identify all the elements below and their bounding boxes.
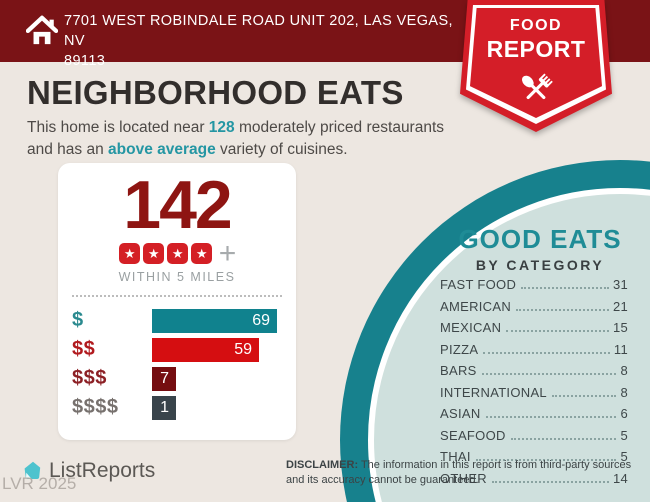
ribbon-content: FOOD REPORT xyxy=(460,0,612,132)
rating-stars: ★ ★ ★ ★ xyxy=(118,243,214,265)
dotted-leader xyxy=(485,416,617,418)
desc-highlight-variety: above average xyxy=(108,141,216,158)
star-icon: ★ xyxy=(167,243,189,265)
bar-track: 7 xyxy=(152,366,282,391)
desc-highlight-count: 128 xyxy=(208,119,235,136)
listreports-house-icon xyxy=(24,461,41,479)
price-tier-label: $$$$ xyxy=(72,396,119,419)
category-value: 31 xyxy=(612,277,628,292)
crossed-utensils-icon xyxy=(522,73,553,100)
dotted-leader xyxy=(481,373,617,375)
category-row: AMERICAN 21 xyxy=(440,299,628,314)
good-eats-subtitle: BY CATEGORY xyxy=(475,257,605,273)
category-label: ASIAN xyxy=(440,406,481,421)
category-label: THAI xyxy=(440,449,471,464)
good-eats-title: GOOD EATS xyxy=(458,224,622,254)
dotted-leader xyxy=(483,351,610,354)
food-report-badge: FOOD REPORT xyxy=(460,0,612,132)
category-value: 8 xyxy=(620,363,628,378)
page-description: This home is located near 128 moderately… xyxy=(27,117,459,161)
star-icon: ★ xyxy=(143,243,165,265)
ribbon-title-food: FOOD xyxy=(509,17,563,34)
good-eats-heading: GOOD EATS BY CATEGORY xyxy=(428,224,650,273)
category-row: PIZZA 11 xyxy=(440,342,628,357)
bar: 69 xyxy=(152,308,277,333)
price-bar-chart: $69 $$ 59 $$$ 7 $$$$ 1 xyxy=(58,308,296,420)
dotted-divider xyxy=(72,294,282,297)
bar-value: 1 xyxy=(160,398,169,416)
category-label: SEAFOOD xyxy=(440,427,506,443)
bar-value: 69 xyxy=(252,311,270,329)
star-icon: ★ xyxy=(191,243,213,265)
category-row: ASIAN 6 xyxy=(440,406,628,421)
category-value: 5 xyxy=(620,427,628,443)
watermark: LVR 2025 xyxy=(2,474,77,493)
category-row: MEXICAN 15 xyxy=(440,320,628,335)
bar: 7 xyxy=(152,366,176,391)
bar-track: 1 xyxy=(152,395,282,420)
category-value: 21 xyxy=(612,298,628,314)
bar: 59 xyxy=(152,337,259,362)
dotted-leader xyxy=(475,459,617,461)
price-tier-label: $$ xyxy=(72,338,96,361)
category-label: MEXICAN xyxy=(440,320,502,335)
price-bar-row: $$$$ 1 xyxy=(72,395,282,420)
category-value: 11 xyxy=(613,341,628,357)
dotted-leader xyxy=(510,437,617,440)
category-label: PIZZA xyxy=(440,341,479,357)
price-tier-label: $$$ xyxy=(72,367,107,390)
category-value: 14 xyxy=(612,470,628,486)
category-label: BARS xyxy=(440,363,477,378)
dotted-leader xyxy=(506,330,609,332)
bar-value: 59 xyxy=(234,340,252,358)
category-label: FAST FOOD xyxy=(440,277,517,292)
listreports-logo: ListReports xyxy=(20,459,155,483)
bar: 1 xyxy=(152,395,176,420)
bar-track: 69 xyxy=(152,308,282,333)
bar-value: 7 xyxy=(160,369,169,387)
category-label: OTHER xyxy=(440,470,487,486)
disclaimer-label: DISCLAIMER: xyxy=(286,459,359,471)
category-value: 6 xyxy=(620,406,628,421)
price-tier-label: $ xyxy=(72,309,84,332)
category-row: INTERNATIONAL 8 xyxy=(440,385,628,400)
category-row: BARS 8 xyxy=(440,363,628,378)
desc-part3: variety of cuisines. xyxy=(215,141,348,158)
category-value: 8 xyxy=(620,384,628,400)
dotted-leader xyxy=(521,287,609,289)
house-icon xyxy=(26,15,58,45)
price-bar-row: $69 xyxy=(72,308,282,333)
disclaimer-text: The information in this report is from t… xyxy=(286,459,632,486)
radius-label: WITHIN 5 MILES xyxy=(118,269,236,284)
category-row: OTHER 14 xyxy=(440,471,628,486)
price-bar-row: $$ 59 xyxy=(72,337,282,362)
dotted-leader xyxy=(516,308,609,311)
category-row: THAI 5 xyxy=(440,449,628,464)
disclaimer: DISCLAIMER: The information in this repo… xyxy=(286,458,650,487)
good-eats-circle: GOOD EATS BY CATEGORY FAST FOOD 31 AMERICA… xyxy=(340,160,650,502)
property-address: 7701 WEST ROBINDALE ROAD UNIT 202, LAS V… xyxy=(64,13,453,69)
desc-part2: moderately priced restaurants and has an xyxy=(27,119,445,158)
ribbon-title-report: REPORT xyxy=(486,36,586,62)
category-list: FAST FOOD 31 AMERICAN 21 MEXICAN 15 PIZZA 11 BAR… xyxy=(440,277,628,492)
dotted-leader xyxy=(551,394,617,397)
category-value: 15 xyxy=(612,320,628,335)
dotted-leader xyxy=(492,480,609,483)
category-label: INTERNATIONAL xyxy=(440,384,547,400)
category-value: 5 xyxy=(620,449,628,464)
category-label: AMERICAN xyxy=(440,298,512,314)
rating-row: ★ ★ ★ ★ + xyxy=(58,236,296,270)
desc-part1: This home is located near xyxy=(27,119,209,136)
restaurant-count: 142 xyxy=(123,167,232,243)
rating-plus: + xyxy=(218,236,237,270)
bar-track: 59 xyxy=(152,337,282,362)
star-icon: ★ xyxy=(119,243,141,265)
category-row: FAST FOOD 31 xyxy=(440,277,628,292)
listreports-wordmark: ListReports xyxy=(49,459,156,482)
restaurant-stats-card: 142 ★ ★ ★ ★ + WITHIN 5 MILES $69 $$ 59 $$$ 7 $$$… xyxy=(58,163,296,440)
page-title: NEIGHBORHOOD EATS xyxy=(27,74,404,111)
price-bar-row: $$$ 7 xyxy=(72,366,282,391)
category-row: SEAFOOD 5 xyxy=(440,428,628,443)
